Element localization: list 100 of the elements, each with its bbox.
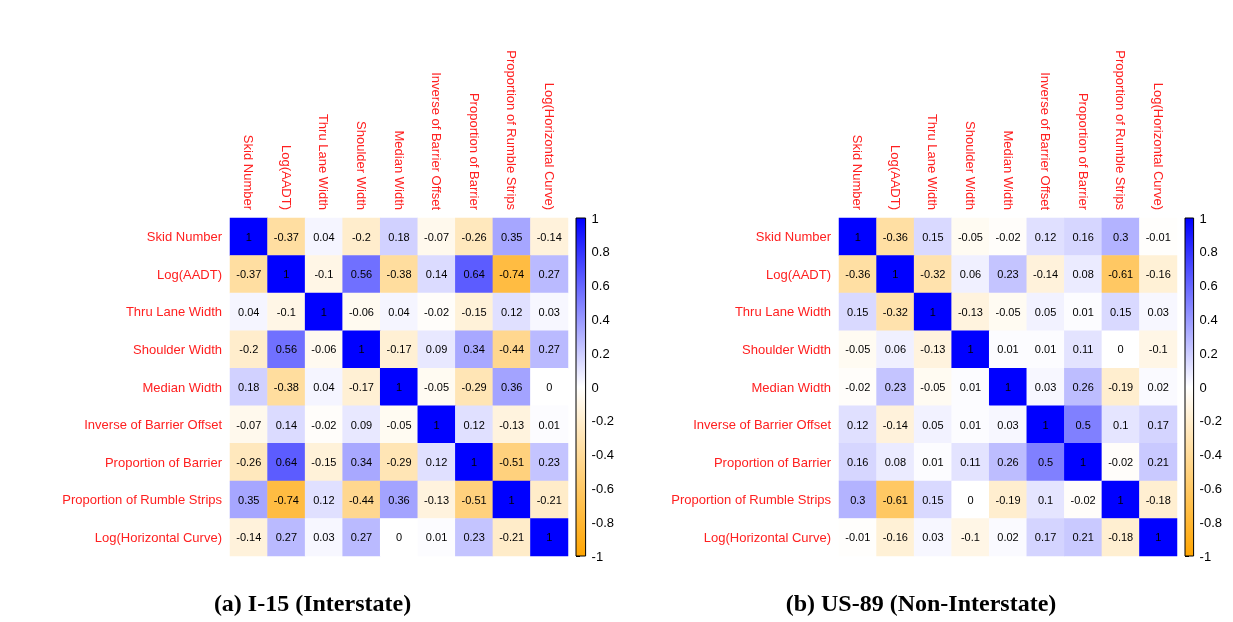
data-label: 0.12 xyxy=(463,418,485,431)
data-label: -0.02 xyxy=(845,381,871,393)
data-label: 0.56 xyxy=(275,343,298,356)
color-bar-label: 0.2 xyxy=(591,345,610,361)
data-label: -0.29 xyxy=(461,381,487,393)
data-label: 0.01 xyxy=(538,418,560,431)
y-tick-label: Proportion of Rumble Strips xyxy=(62,492,223,508)
data-label: 0.27 xyxy=(538,268,560,281)
data-label: -0.15 xyxy=(311,456,337,469)
data-label: -0.38 xyxy=(273,381,299,393)
data-label: 0.64 xyxy=(463,268,485,281)
data-label: -0.36 xyxy=(845,268,871,281)
data-label: 1 xyxy=(245,230,252,243)
data-label: 0.18 xyxy=(238,381,260,393)
data-label: 1 xyxy=(508,493,515,506)
data-label: 0.02 xyxy=(997,531,1019,544)
data-label: 0.01 xyxy=(997,343,1019,356)
data-label: -0.2 xyxy=(239,343,259,356)
color-bar-label: 0 xyxy=(1199,379,1207,395)
data-label: -0.1 xyxy=(960,531,980,544)
y-tick-label: Median Width xyxy=(751,379,831,395)
data-label: 0.15 xyxy=(922,493,944,506)
data-label: 0.5 xyxy=(1075,418,1091,431)
x-tick-label: Thru Lane Width xyxy=(925,113,941,210)
data-label: 0.27 xyxy=(538,343,560,356)
data-label: 1 xyxy=(358,343,365,356)
data-label: 0.11 xyxy=(960,456,981,469)
data-label: 0.01 xyxy=(959,381,982,393)
data-label: 1 xyxy=(395,381,403,393)
x-tick-label: Inverse of Barrier Offset xyxy=(1038,72,1054,211)
data-label: 0.03 xyxy=(997,418,1019,431)
data-label: -0.02 xyxy=(1070,493,1096,506)
data-label: -0.02 xyxy=(995,230,1021,243)
data-label: 0.21 xyxy=(1147,456,1169,469)
data-label: 0.01 xyxy=(1034,343,1057,356)
data-label: 0.12 xyxy=(425,456,448,469)
data-label: -0.18 xyxy=(1108,531,1134,544)
data-label: -0.51 xyxy=(461,493,487,506)
data-label: -0.19 xyxy=(995,493,1021,506)
data-label: 0.12 xyxy=(847,418,869,431)
color-bar-label: 1 xyxy=(1199,210,1207,226)
data-label: -0.37 xyxy=(236,268,262,281)
data-label: -0.16 xyxy=(1145,268,1171,281)
y-tick-label: Shoulder Width xyxy=(742,341,831,357)
data-label: -0.14 xyxy=(1033,268,1059,281)
data-label: 1 xyxy=(1042,418,1049,431)
data-label: 0.08 xyxy=(1072,268,1094,281)
data-label: -0.14 xyxy=(882,418,908,431)
data-label: -0.32 xyxy=(920,268,946,281)
data-label: -0.05 xyxy=(920,381,946,393)
data-label: 0.23 xyxy=(538,456,560,469)
data-label: 0.26 xyxy=(997,456,1019,469)
data-label: -0.05 xyxy=(845,343,871,356)
y-tick-label: Proportion of Barrier xyxy=(104,454,223,470)
data-label: 0.01 xyxy=(959,418,982,431)
x-tick-label: Shoulder Width xyxy=(353,121,369,210)
data-label: 0.64 xyxy=(275,456,298,469)
data-label: 0.27 xyxy=(350,531,373,544)
data-label: 0.21 xyxy=(1072,531,1094,544)
y-tick-label: Skid Number xyxy=(755,229,832,245)
data-label: 1 xyxy=(1117,493,1124,506)
y-tick-label: Inverse of Barrier Offset xyxy=(693,417,832,433)
data-label: 0.1 xyxy=(1113,418,1129,431)
data-label: -0.01 xyxy=(845,531,871,544)
y-tick-label: Log(Horizontal Curve) xyxy=(94,529,222,545)
data-label: 0.17 xyxy=(1034,531,1057,544)
data-label: 0.14 xyxy=(425,268,448,281)
data-label: 1 xyxy=(320,305,327,318)
data-label: -0.38 xyxy=(386,268,412,281)
data-label: 0.16 xyxy=(847,456,869,469)
data-label: 0.01 xyxy=(425,531,448,544)
y-tick-label: Thru Lane Width xyxy=(125,304,222,320)
data-label: 0.05 xyxy=(922,418,944,431)
data-label: 0.11 xyxy=(1072,343,1094,356)
color-bar-label: -0.4 xyxy=(1199,447,1223,463)
data-label: -0.26 xyxy=(461,230,487,243)
data-label: 0.56 xyxy=(350,268,373,281)
data-label: 0.01 xyxy=(922,456,944,469)
data-label: -0.02 xyxy=(311,418,337,431)
data-label: -0.74 xyxy=(499,268,525,281)
data-label: -0.06 xyxy=(348,305,374,318)
data-label: 0.15 xyxy=(922,230,944,243)
color-bar-label: 0 xyxy=(591,379,599,395)
color-bar-label: -0.6 xyxy=(591,480,615,496)
data-label: 0 xyxy=(395,531,403,544)
data-label: -0.13 xyxy=(957,305,983,318)
data-label: -0.14 xyxy=(536,230,562,243)
color-bar-label: 0.4 xyxy=(1199,311,1218,327)
data-label: -0.2 xyxy=(351,230,371,243)
data-label: 0.06 xyxy=(884,343,907,356)
data-label: 0.27 xyxy=(275,531,298,544)
data-label: -0.02 xyxy=(424,305,450,318)
data-label: -0.13 xyxy=(424,493,450,506)
data-label: -0.37 xyxy=(273,230,299,243)
data-label: 1 xyxy=(1155,531,1162,544)
data-label: 0.15 xyxy=(1109,305,1132,318)
data-label: -0.17 xyxy=(386,343,412,356)
color-bar-label: 1 xyxy=(591,210,599,226)
data-label: -0.16 xyxy=(882,531,908,544)
data-label: 0.5 xyxy=(1037,456,1054,469)
